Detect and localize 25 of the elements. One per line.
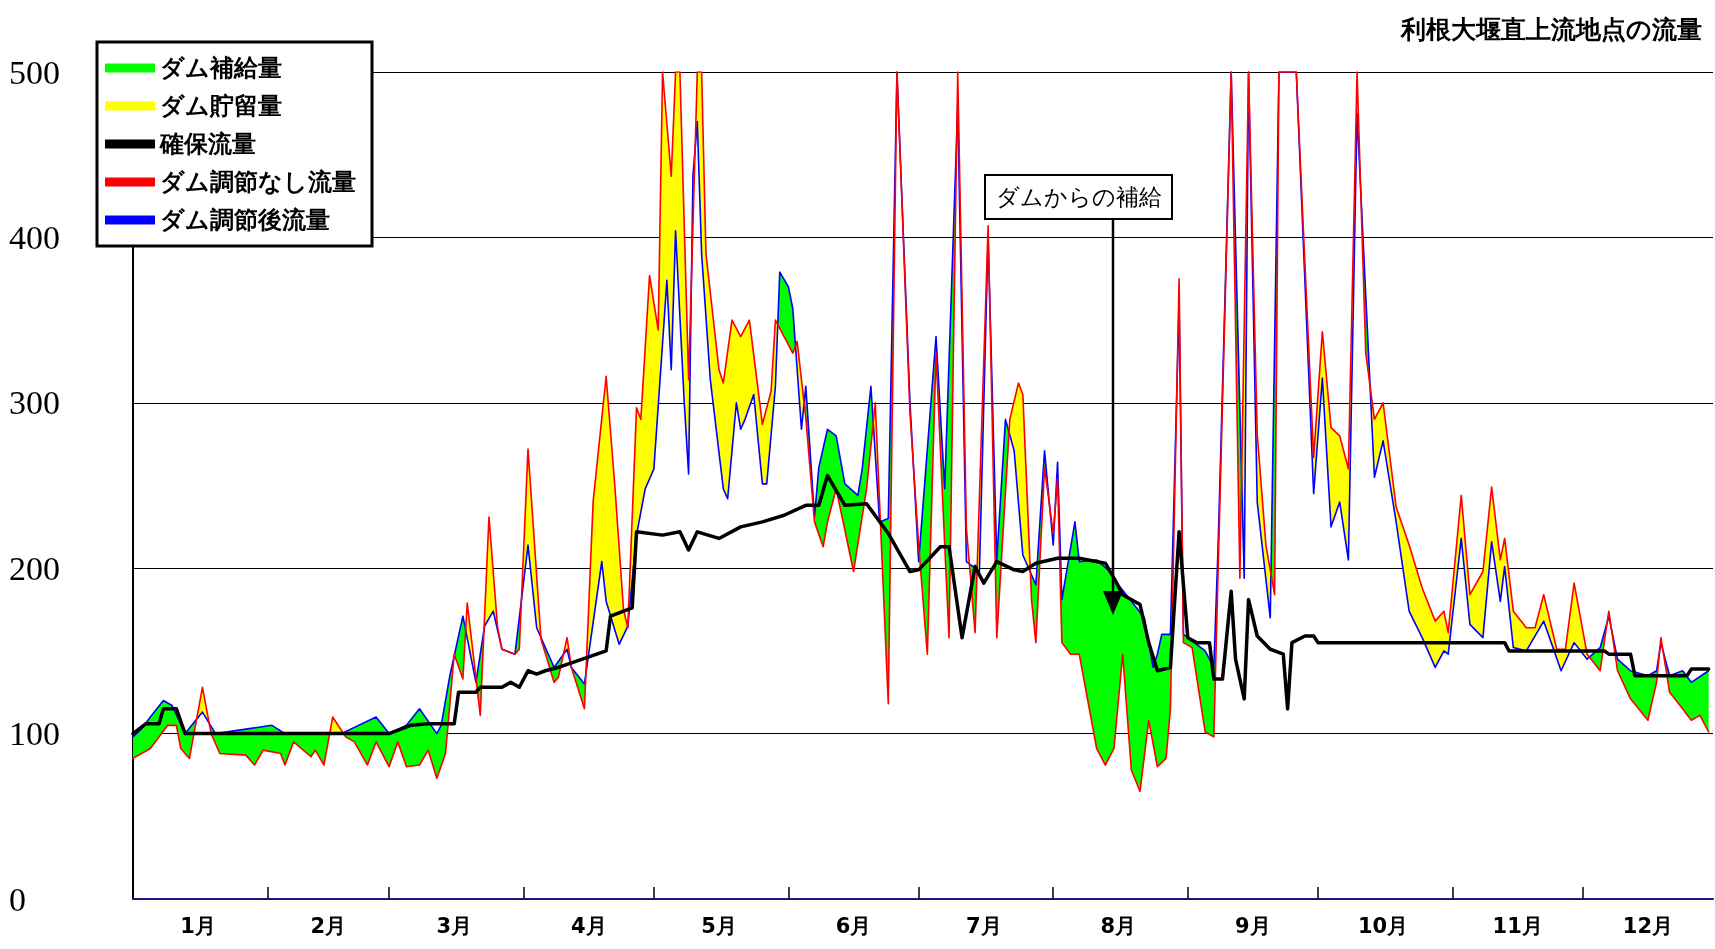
annotation: ダムからの補給: [995, 184, 1162, 210]
x-tick-label: 6月: [835, 913, 872, 938]
legend-label: ダム補給量: [160, 54, 282, 82]
legend-label: ダム調節なし流量: [160, 168, 356, 196]
y-tick-label: 0: [9, 880, 26, 918]
y-tick-label: 300: [9, 384, 60, 422]
legend-label: 確保流量: [159, 130, 256, 158]
y-tick-label: 100: [9, 715, 60, 753]
chart-title: 利根大堰直上流地点の流量: [1400, 15, 1702, 44]
legend-label: ダム調節後流量: [160, 206, 330, 234]
x-tick-label: 8月: [1100, 913, 1137, 938]
x-tick-label: 10月: [1357, 913, 1409, 938]
x-tick-label: 9月: [1235, 913, 1271, 938]
x-tick-label: 1月: [180, 913, 216, 938]
y-tick-label: 200: [9, 549, 60, 587]
x-tick-label: 3月: [436, 913, 473, 938]
x-tick-label: 5月: [701, 913, 737, 938]
x-tick-label: 7月: [965, 913, 1002, 938]
legend-label: ダム貯留量: [160, 92, 282, 120]
x-tick-label: 2月: [310, 913, 347, 938]
x-tick-label: 11月: [1492, 913, 1543, 938]
y-tick-label: 400: [9, 218, 60, 256]
x-tick-label: 4月: [570, 913, 607, 938]
y-tick-label: 500: [9, 53, 60, 91]
x-tick-label: 12月: [1622, 913, 1674, 938]
